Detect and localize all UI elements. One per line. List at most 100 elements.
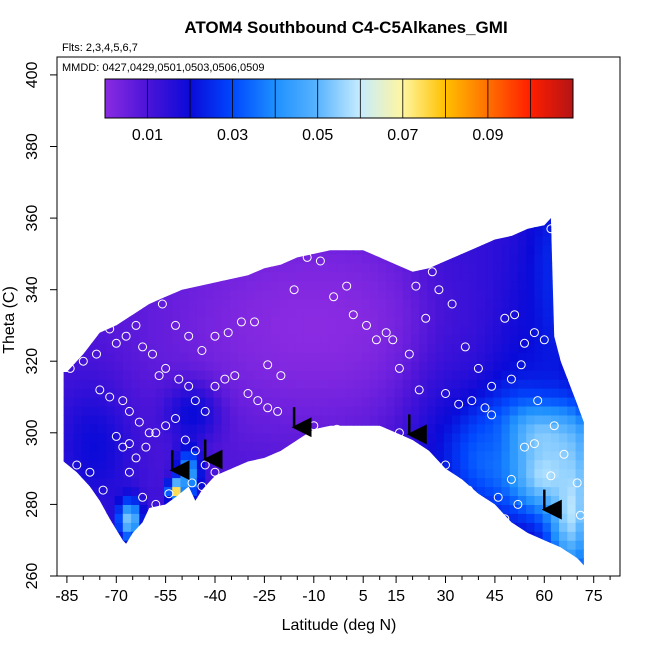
field-cell	[518, 200, 527, 210]
field-cell	[73, 397, 83, 407]
field-cell	[485, 262, 494, 273]
field-cell	[583, 325, 584, 335]
field-cell	[517, 513, 527, 523]
field-cell	[435, 450, 445, 461]
field-cell	[312, 334, 321, 344]
field-cell	[476, 406, 486, 416]
field-cell	[419, 450, 428, 461]
field-cell	[279, 253, 288, 264]
field-cell	[172, 236, 181, 246]
field-cell	[550, 459, 560, 470]
field-cell	[592, 558, 601, 568]
field-cell	[328, 289, 338, 300]
field-cell	[559, 227, 568, 237]
field-cell	[509, 558, 519, 566]
field-cell	[63, 504, 66, 514]
field-cell	[122, 468, 132, 479]
field-cell	[435, 388, 445, 398]
field-cell	[468, 298, 478, 309]
field-cell	[98, 414, 107, 425]
field-cell	[386, 522, 395, 532]
field-cell	[567, 244, 577, 255]
field-cell	[279, 513, 288, 523]
field-cell	[205, 379, 214, 389]
field-cell	[221, 495, 231, 505]
field-cell	[229, 504, 239, 514]
field-cell	[435, 352, 445, 362]
field-cell	[559, 388, 568, 398]
field-cell	[534, 236, 544, 246]
field-cell	[205, 343, 214, 353]
field-cell	[221, 531, 231, 541]
field-cell	[205, 236, 214, 246]
field-cell	[320, 236, 330, 246]
field-cell	[188, 504, 198, 514]
field-cell	[139, 236, 149, 246]
field-cell	[361, 397, 371, 407]
field-cell	[65, 343, 74, 353]
field-cell	[526, 227, 535, 237]
field-cell	[386, 406, 395, 416]
field-cell	[345, 271, 354, 282]
field-cell	[509, 262, 519, 273]
field-cell	[303, 253, 313, 264]
field-cell	[509, 513, 519, 523]
field-cell	[542, 406, 552, 416]
field-cell	[271, 379, 280, 389]
field-cell	[460, 343, 470, 353]
field-cell	[476, 441, 486, 452]
field-cell	[180, 370, 190, 380]
field-cell	[262, 388, 272, 398]
field-cell	[131, 253, 140, 264]
field-cell	[122, 361, 132, 371]
field-cell	[567, 271, 577, 282]
field-cell	[517, 540, 527, 550]
field-cell	[172, 423, 181, 434]
field-cell	[279, 298, 288, 309]
field-cell	[468, 441, 478, 452]
field-cell	[592, 379, 601, 389]
field-cell	[229, 486, 239, 496]
field-cell	[336, 397, 346, 407]
sample-point	[253, 396, 263, 406]
field-cell	[419, 227, 428, 237]
field-cell	[336, 531, 346, 541]
field-cell	[89, 227, 99, 237]
field-cell	[164, 370, 173, 380]
field-cell	[246, 334, 256, 344]
field-cell	[559, 200, 568, 210]
field-cell	[550, 307, 560, 318]
field-cell	[81, 227, 91, 237]
field-cell	[312, 397, 321, 407]
sample-point	[533, 396, 543, 406]
field-cell	[73, 262, 83, 273]
field-cell	[312, 200, 321, 210]
field-cell	[435, 468, 445, 479]
field-cell	[262, 262, 272, 273]
field-cell	[369, 468, 379, 479]
field-cell	[73, 549, 83, 559]
field-cell	[534, 334, 544, 344]
field-cell	[427, 495, 437, 505]
field-cell	[410, 298, 420, 309]
field-cell	[164, 441, 173, 452]
field-cell	[238, 406, 247, 416]
field-cell	[509, 468, 519, 479]
field-cell	[131, 352, 140, 362]
field-cell	[361, 334, 371, 344]
field-cell	[386, 343, 395, 353]
field-cell	[617, 388, 626, 398]
field-cell	[328, 522, 338, 532]
field-cell	[147, 450, 157, 461]
colorbar-tick-label: 0.05	[302, 127, 333, 144]
field-cell	[517, 218, 527, 228]
field-cell	[320, 567, 329, 577]
field-cell	[295, 513, 305, 523]
field-cell	[361, 227, 371, 237]
field-cell	[238, 262, 247, 273]
field-cell	[155, 379, 165, 389]
field-cell	[534, 289, 544, 300]
field-cell	[510, 200, 519, 210]
field-cell	[410, 388, 420, 398]
field-cell	[411, 200, 420, 210]
